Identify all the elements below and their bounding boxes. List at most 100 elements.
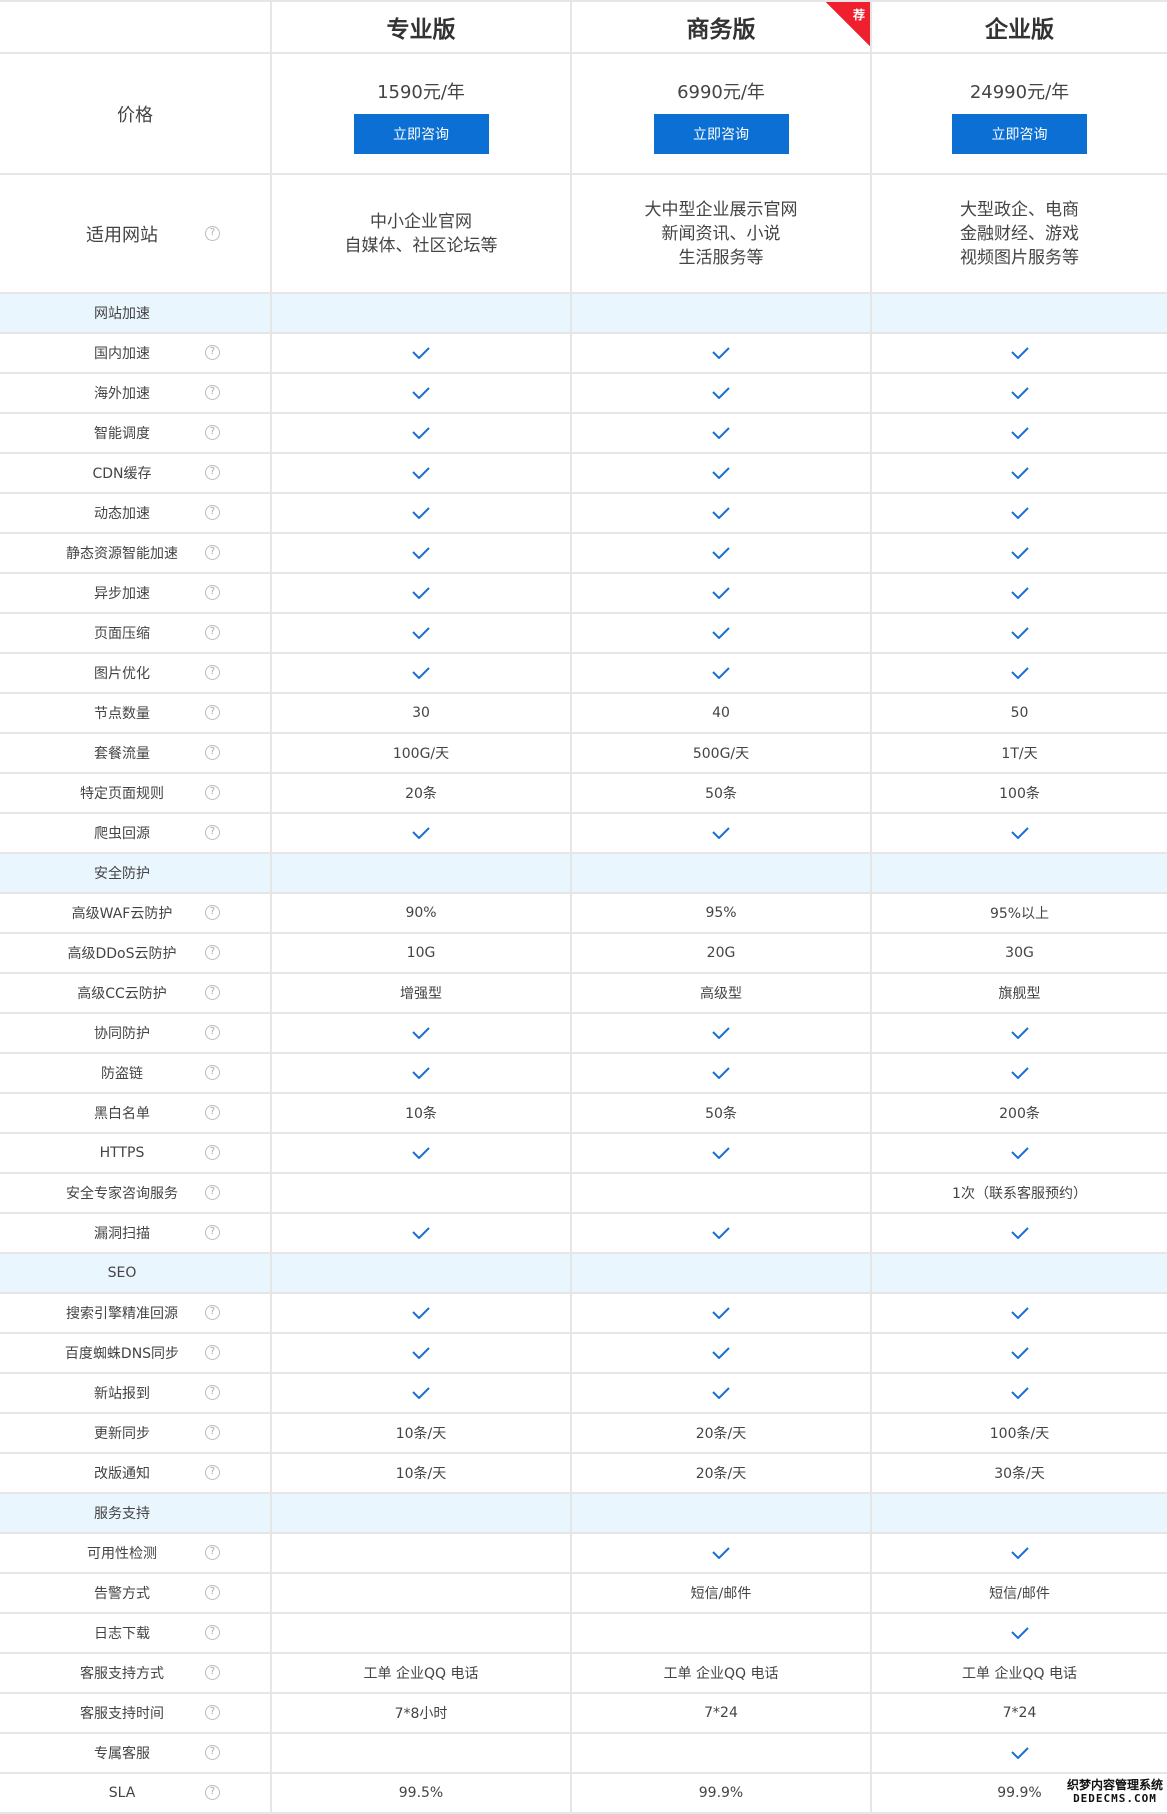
- help-icon[interactable]: ?: [205, 385, 220, 400]
- help-icon[interactable]: ?: [205, 1345, 220, 1360]
- feature-value: [872, 1534, 1167, 1572]
- feature-row: 智能调度?: [0, 414, 1167, 454]
- help-icon[interactable]: ?: [205, 1105, 220, 1120]
- help-icon[interactable]: ?: [205, 1625, 220, 1640]
- feature-value: [272, 1294, 572, 1332]
- check-icon: [1011, 547, 1029, 559]
- feature-row: 高级WAF云防护?90%95%95%以上: [0, 894, 1167, 934]
- help-icon[interactable]: ?: [205, 1745, 220, 1760]
- feature-value: 99.9%: [572, 1774, 872, 1812]
- help-icon[interactable]: ?: [205, 625, 220, 640]
- feature-value: [872, 1374, 1167, 1412]
- help-icon[interactable]: ?: [205, 425, 220, 440]
- feature-label: 动态加速?: [0, 494, 272, 532]
- feature-row: 爬虫回源?: [0, 814, 1167, 854]
- help-icon[interactable]: ?: [205, 1465, 220, 1480]
- help-icon[interactable]: ?: [205, 1425, 220, 1440]
- check-icon: [412, 1307, 430, 1319]
- feature-value: [272, 614, 572, 652]
- check-icon: [1011, 507, 1029, 519]
- help-icon[interactable]: ?: [205, 1385, 220, 1400]
- help-icon[interactable]: ?: [205, 1785, 220, 1800]
- help-icon[interactable]: ?: [205, 945, 220, 960]
- consult-button[interactable]: 立即咨询: [952, 114, 1087, 154]
- help-icon[interactable]: ?: [205, 785, 220, 800]
- help-icon[interactable]: ?: [205, 1065, 220, 1080]
- help-icon[interactable]: ?: [205, 1145, 220, 1160]
- help-icon[interactable]: ?: [205, 1585, 220, 1600]
- check-icon: [1011, 627, 1029, 639]
- feature-value: 7*8小时: [272, 1694, 572, 1732]
- help-icon[interactable]: ?: [205, 585, 220, 600]
- consult-button[interactable]: 立即咨询: [654, 114, 789, 154]
- feature-value: [272, 1214, 572, 1252]
- feature-value: [572, 454, 872, 492]
- help-icon[interactable]: ?: [205, 905, 220, 920]
- feature-value: [572, 1054, 872, 1092]
- feature-value: [272, 494, 572, 532]
- check-icon: [1011, 1027, 1029, 1039]
- help-icon[interactable]: ?: [205, 545, 220, 560]
- consult-button[interactable]: 立即咨询: [354, 114, 489, 154]
- check-icon: [1011, 427, 1029, 439]
- check-icon: [412, 827, 430, 839]
- plan-price: 6990元/年: [677, 78, 765, 104]
- feature-value: [572, 1374, 872, 1412]
- feature-value: [872, 414, 1167, 452]
- feature-value: 20条/天: [572, 1414, 872, 1452]
- help-icon[interactable]: ?: [205, 665, 220, 680]
- help-icon[interactable]: ?: [205, 345, 220, 360]
- help-icon[interactable]: ?: [205, 985, 220, 1000]
- feature-label: 新站报到?: [0, 1374, 272, 1412]
- help-icon[interactable]: ?: [205, 1705, 220, 1720]
- feature-value: [572, 494, 872, 532]
- feature-value: [272, 574, 572, 612]
- section-header: 服务支持: [0, 1494, 1167, 1534]
- feature-label: 黑白名单?: [0, 1094, 272, 1132]
- feature-value: [272, 1174, 572, 1212]
- help-icon[interactable]: ?: [205, 705, 220, 720]
- help-icon[interactable]: ?: [205, 1225, 220, 1240]
- help-icon[interactable]: ?: [205, 1025, 220, 1040]
- feature-value: [572, 614, 872, 652]
- feature-value: 高级型: [572, 974, 872, 1012]
- feature-row: HTTPS?: [0, 1134, 1167, 1174]
- check-icon: [712, 467, 730, 479]
- feature-value: 40: [572, 694, 872, 732]
- feature-row: 高级CC云防护?增强型高级型旗舰型: [0, 974, 1167, 1014]
- feature-value: 99.5%: [272, 1774, 572, 1812]
- feature-value: 30G: [872, 934, 1167, 972]
- help-icon[interactable]: ?: [205, 465, 220, 480]
- feature-value: [872, 454, 1167, 492]
- check-icon: [1011, 1347, 1029, 1359]
- feature-value: [572, 574, 872, 612]
- feature-value: [872, 494, 1167, 532]
- help-icon[interactable]: ?: [205, 226, 220, 241]
- check-icon: [712, 1347, 730, 1359]
- feature-value: 200条: [872, 1094, 1167, 1132]
- help-icon[interactable]: ?: [205, 1185, 220, 1200]
- check-icon: [1011, 1227, 1029, 1239]
- help-icon[interactable]: ?: [205, 825, 220, 840]
- feature-value: 30: [272, 694, 572, 732]
- feature-value: [872, 1734, 1167, 1772]
- feature-label: 高级CC云防护?: [0, 974, 272, 1012]
- check-icon: [1011, 667, 1029, 679]
- check-icon: [712, 387, 730, 399]
- check-icon: [712, 1147, 730, 1159]
- feature-value: [872, 1014, 1167, 1052]
- feature-value: [872, 574, 1167, 612]
- section-header: SEO: [0, 1254, 1167, 1294]
- help-icon[interactable]: ?: [205, 505, 220, 520]
- check-icon: [712, 1067, 730, 1079]
- feature-value: 增强型: [272, 974, 572, 1012]
- feature-row: 协同防护?: [0, 1014, 1167, 1054]
- feature-value: [272, 654, 572, 692]
- help-icon[interactable]: ?: [205, 1545, 220, 1560]
- help-icon[interactable]: ?: [205, 1305, 220, 1320]
- help-icon[interactable]: ?: [205, 745, 220, 760]
- check-icon: [412, 1067, 430, 1079]
- help-icon[interactable]: ?: [205, 1665, 220, 1680]
